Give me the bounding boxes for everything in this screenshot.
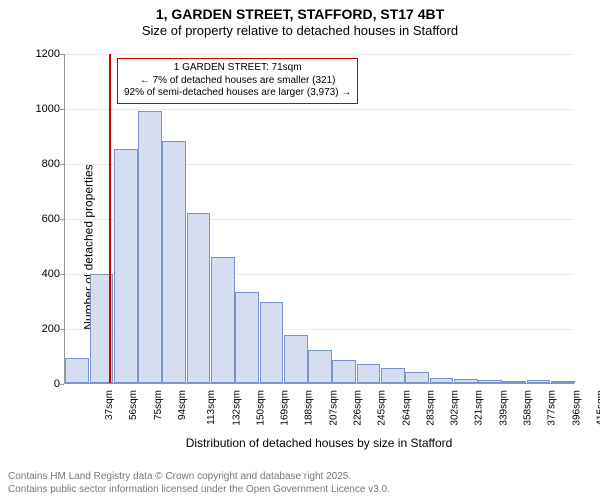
histogram-bar (260, 302, 284, 383)
histogram-bar (308, 350, 332, 383)
y-tick-label: 1000 (28, 103, 60, 115)
x-tick-label: 264sqm (401, 390, 412, 426)
histogram-bar (381, 368, 405, 383)
histogram-bar (138, 111, 162, 383)
chart-container: Number of detached properties 0200400600… (0, 44, 600, 450)
x-tick-label: 56sqm (128, 390, 139, 420)
chart-title-sub: Size of property relative to detached ho… (0, 23, 600, 38)
annotation-line3: 92% of semi-detached houses are larger (… (124, 87, 351, 100)
histogram-bar (405, 372, 429, 383)
x-tick-label: 188sqm (304, 390, 315, 426)
annotation-line2: ← 7% of detached houses are smaller (321… (124, 75, 351, 88)
x-tick-label: 75sqm (153, 390, 164, 420)
histogram-bar (211, 257, 235, 384)
x-tick-label: 207sqm (328, 390, 339, 426)
y-tick-label: 1200 (28, 48, 60, 60)
y-tick-label: 800 (28, 158, 60, 170)
histogram-bar (114, 149, 138, 383)
x-tick-label: 302sqm (450, 390, 461, 426)
histogram-bar (235, 292, 259, 383)
x-tick-label: 415sqm (595, 390, 600, 426)
histogram-bar (332, 360, 356, 383)
x-tick-label: 226sqm (353, 390, 364, 426)
x-tick-label: 150sqm (255, 390, 266, 426)
x-tick-label: 339sqm (498, 390, 509, 426)
histogram-bar (65, 358, 89, 383)
histogram-bar (357, 364, 381, 383)
x-axis-label: Distribution of detached houses by size … (64, 436, 574, 450)
property-marker-line (109, 54, 111, 383)
footer-line1: Contains HM Land Registry data © Crown c… (8, 471, 390, 484)
x-tick-label: 37sqm (104, 390, 115, 420)
histogram-bar (162, 141, 186, 383)
histogram-bar (502, 381, 526, 383)
histogram-bar (284, 335, 308, 383)
x-tick-label: 132sqm (231, 390, 242, 426)
histogram-bar (187, 213, 211, 384)
annotation-line1: 1 GARDEN STREET: 71sqm (124, 62, 351, 75)
histogram-bar (430, 378, 454, 384)
y-tick-label: 0 (28, 378, 60, 390)
histogram-bar (527, 380, 551, 383)
x-tick-label: 245sqm (377, 390, 388, 426)
histogram-bar (454, 379, 478, 383)
y-tick-label: 200 (28, 323, 60, 335)
x-tick-label: 321sqm (474, 390, 485, 426)
annotation-box: 1 GARDEN STREET: 71sqm ← 7% of detached … (117, 58, 358, 104)
x-tick-label: 113sqm (206, 390, 217, 425)
footer-attribution: Contains HM Land Registry data © Crown c… (8, 471, 390, 496)
chart-title-block: 1, GARDEN STREET, STAFFORD, ST17 4BT Siz… (0, 0, 600, 38)
y-tick-label: 400 (28, 268, 60, 280)
histogram-bar (478, 380, 502, 383)
chart-title-main: 1, GARDEN STREET, STAFFORD, ST17 4BT (0, 6, 600, 22)
y-tick-label: 600 (28, 213, 60, 225)
x-tick-label: 377sqm (547, 390, 558, 426)
x-tick-label: 169sqm (280, 390, 291, 426)
x-tick-label: 283sqm (425, 390, 436, 426)
x-tick-label: 358sqm (523, 390, 534, 426)
x-tick-label: 94sqm (177, 390, 188, 420)
histogram-bar (551, 381, 575, 383)
footer-line2: Contains public sector information licen… (8, 484, 390, 497)
plot-area: 1 GARDEN STREET: 71sqm ← 7% of detached … (64, 54, 574, 384)
x-tick-label: 396sqm (571, 390, 582, 426)
